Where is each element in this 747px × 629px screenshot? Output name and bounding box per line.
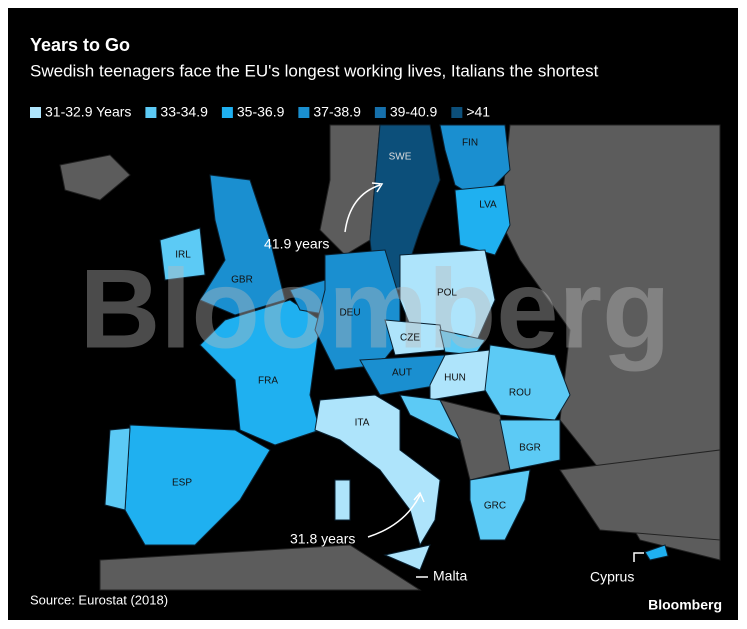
country-label: HUN — [444, 373, 466, 384]
north-africa — [99, 544, 422, 591]
turkey — [559, 449, 721, 541]
arrow-head — [371, 182, 384, 193]
country-label: CZE — [400, 333, 420, 344]
legend: 31-32.9 Years 33-34.9 35-36.9 37-38.9 39-40.… — [30, 104, 490, 120]
sicily — [383, 544, 431, 571]
britain — [199, 174, 286, 316]
country-label: BGR — [519, 443, 541, 454]
greece — [469, 469, 531, 541]
country-label: GRC — [484, 501, 506, 512]
spain — [124, 424, 271, 546]
brand: Bloomberg — [648, 597, 722, 613]
source: Source: Eurostat (2018) — [30, 592, 168, 607]
legend-label: 39-40.9 — [390, 104, 438, 120]
ireland — [159, 227, 206, 281]
cyprus — [644, 544, 669, 561]
legend-swatch — [374, 107, 386, 118]
country-label: ESP — [172, 478, 192, 489]
country-label: SWE — [389, 152, 412, 163]
legend-label: >41 — [466, 104, 490, 120]
country-label: ROU — [509, 388, 531, 399]
croatia — [399, 394, 462, 442]
legend-swatch — [221, 107, 233, 118]
map — [59, 124, 721, 591]
legend-label: 37-38.9 — [313, 104, 361, 120]
iceland — [59, 154, 131, 201]
legend-swatch — [451, 107, 463, 118]
country-label: IRL — [175, 250, 191, 261]
country-label: ITA — [355, 418, 370, 429]
legend-label: 33-34.9 — [160, 104, 208, 120]
title: Years to Go — [30, 35, 130, 55]
hungary — [429, 349, 491, 401]
country-label: GBR — [231, 275, 253, 286]
country-label: LVA — [479, 200, 497, 211]
country-label: POL — [437, 288, 457, 299]
portugal — [104, 427, 131, 511]
country-labels: SWE FIN LVA IRL GBR DEU POL CZE FRA AUT … — [172, 138, 541, 512]
leader-line — [633, 552, 644, 562]
subtitle: Swedish teenagers face the EU's longest … — [30, 61, 599, 80]
legend-label: 31-32.9 Years — [45, 104, 131, 120]
legend-label: 35-36.9 — [237, 104, 285, 120]
country-label: DEU — [339, 308, 360, 319]
annotation-arrow — [367, 494, 421, 538]
annotation-arrow — [344, 184, 381, 233]
baltics — [454, 184, 511, 256]
arrow-head — [413, 491, 425, 503]
italy — [314, 394, 441, 547]
annotation: 41.9 years — [264, 236, 329, 252]
legend-swatch — [30, 107, 41, 118]
annotation: Malta — [433, 568, 467, 584]
legend-swatch — [145, 107, 157, 118]
watermark: Bloomberg — [79, 247, 670, 372]
country-label: FRA — [258, 376, 278, 387]
country-label: FIN — [462, 138, 478, 149]
bulgaria — [499, 419, 561, 471]
country-label: AUT — [392, 368, 412, 379]
non-eu-land — [499, 124, 721, 561]
legend-swatch — [298, 107, 310, 118]
annotation: Cyprus — [590, 569, 634, 585]
annotation: 31.8 years — [290, 531, 355, 547]
sardinia — [334, 479, 351, 521]
